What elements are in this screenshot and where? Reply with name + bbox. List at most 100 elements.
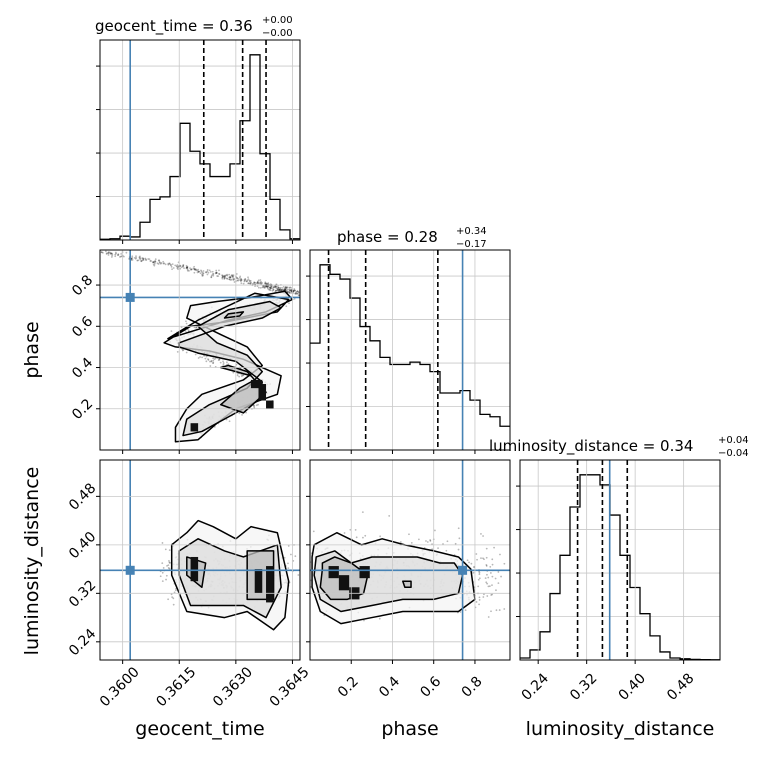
scatter-point — [284, 288, 286, 291]
scatter-point — [212, 361, 215, 364]
panel-content — [307, 460, 510, 660]
scatter-point — [239, 280, 242, 283]
title-phase-text: phase = 0.28 — [337, 228, 438, 246]
scatter-point — [249, 282, 252, 284]
scatter-point — [215, 272, 218, 275]
scatter-point — [289, 289, 292, 292]
scatter-point — [140, 260, 143, 263]
density-cell — [266, 400, 274, 409]
density-cell — [338, 575, 350, 591]
scatter-point — [170, 264, 172, 267]
scatter-point — [240, 373, 243, 376]
scatter-point — [272, 288, 275, 291]
scatter-point — [307, 614, 309, 616]
scatter-point — [195, 269, 198, 271]
scatter-point — [294, 291, 297, 294]
density-cell — [359, 566, 370, 579]
scatter-point — [226, 274, 229, 277]
scatter-point — [171, 596, 174, 599]
scatter-point — [264, 286, 267, 289]
scatter-point — [265, 282, 267, 285]
scatter-point — [190, 268, 193, 271]
scatter-point — [195, 326, 198, 329]
scatter-point — [175, 265, 178, 268]
scatter-point — [217, 359, 220, 362]
scatter-point — [482, 596, 485, 598]
scatter-point — [176, 265, 179, 268]
scatter-point — [226, 277, 229, 280]
scatter-point — [294, 289, 297, 292]
scatter-point — [186, 266, 188, 269]
scatter-point — [197, 268, 200, 271]
panel-2d-geocent_time-vs-luminosity_distance — [96, 460, 300, 664]
scatter-point — [229, 275, 231, 278]
scatter-point — [161, 562, 164, 565]
scatter-point — [170, 265, 173, 268]
scatter-point — [228, 273, 231, 276]
scatter-point — [179, 267, 182, 270]
scatter-point — [267, 285, 270, 288]
scatter-point — [216, 271, 218, 274]
scatter-point — [284, 288, 287, 291]
scatter-point — [152, 261, 155, 264]
scatter-point — [457, 548, 460, 551]
scatter-point — [238, 375, 241, 378]
scatter-point — [236, 374, 239, 377]
scatter-point — [287, 562, 289, 565]
xtick-label-phase: 0.6 — [417, 674, 444, 701]
scatter-point — [257, 279, 260, 282]
scatter-point — [164, 548, 167, 551]
scatter-point — [491, 584, 493, 587]
scatter-point — [457, 527, 460, 530]
scatter-point — [240, 278, 243, 281]
scatter-point — [417, 538, 420, 541]
scatter-point — [475, 553, 478, 555]
scatter-point — [244, 278, 247, 281]
ytick-label-phase: 0.2 — [69, 396, 96, 423]
scatter-point — [503, 608, 506, 610]
scatter-point — [491, 593, 494, 596]
scatter-point — [153, 262, 156, 265]
scatter-point — [486, 595, 489, 597]
scatter-point — [483, 593, 485, 596]
scatter-point — [237, 279, 240, 282]
title-phase-minus: −0.17 — [456, 239, 487, 250]
scatter-point — [210, 276, 213, 278]
scatter-point — [296, 292, 299, 295]
scatter-point — [145, 259, 148, 261]
scatter-point — [142, 259, 145, 262]
scatter-point — [176, 350, 179, 353]
scatter-point — [290, 553, 292, 556]
scatter-point — [210, 276, 213, 279]
scatter-point — [289, 286, 291, 289]
scatter-point — [245, 280, 248, 283]
title-geocent-time: geocent_time = 0.36 — [95, 17, 253, 36]
scatter-point — [279, 289, 281, 292]
scatter-point — [262, 286, 265, 288]
panels-layer: 0.2 0.4 0.6 0.8 0.24 0.32 0.40 0.48 0.3600 0.3615… — [66, 39, 721, 710]
scatter-point — [162, 262, 165, 265]
scatter-point — [159, 575, 162, 578]
scatter-point — [286, 286, 288, 289]
scatter-point — [240, 277, 242, 280]
scatter-point — [197, 270, 200, 273]
scatter-point — [174, 589, 177, 592]
scatter-point — [177, 266, 180, 269]
scatter-point — [181, 265, 184, 268]
scatter-point — [172, 267, 175, 269]
scatter-point — [301, 290, 303, 292]
scatter-point — [189, 268, 192, 271]
scatter-point — [156, 262, 159, 265]
scatter-point — [270, 285, 273, 287]
scatter-point — [285, 287, 288, 289]
scatter-point — [290, 288, 293, 291]
scatter-point — [125, 251, 128, 254]
scatter-point — [478, 603, 480, 606]
scatter-point — [225, 418, 228, 421]
scatter-point — [259, 281, 261, 284]
scatter-point — [285, 305, 288, 308]
title-geocent-time-plus: +0.00 — [262, 15, 293, 26]
scatter-point — [193, 268, 196, 270]
scatter-point — [152, 261, 154, 263]
panel-frame — [99, 249, 301, 451]
